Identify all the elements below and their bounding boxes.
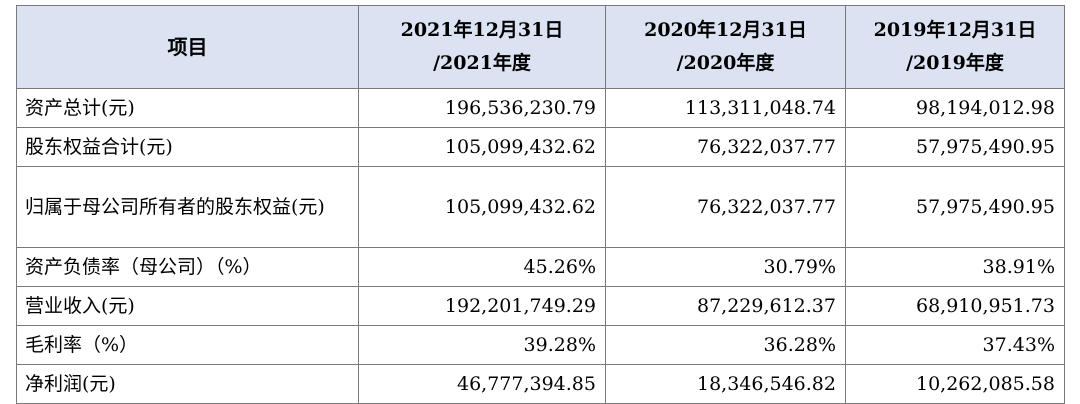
- header-2019: 2019年12月31日 /2019年度: [845, 5, 1065, 89]
- header-2021-date: 2021年12月31日: [400, 19, 564, 41]
- cell-2021: 45.26%: [358, 247, 606, 287]
- header-item: 项目: [16, 5, 359, 89]
- financial-summary-table: 项目 2021年12月31日 /2021年度 2020年12月31日 /2020…: [16, 5, 1065, 404]
- row-label: 资产总计(元): [16, 88, 359, 128]
- cell-2021: 192,201,749.29: [358, 286, 606, 326]
- cell-2019: 68,910,951.73: [845, 286, 1065, 326]
- cell-2020: 87,229,612.37: [605, 286, 846, 326]
- cell-2020: 36.28%: [605, 325, 846, 365]
- table-row: 营业收入(元) 192,201,749.29 87,229,612.37 68,…: [16, 286, 1065, 326]
- table-row: 资产总计(元) 196,536,230.79 113,311,048.74 98…: [16, 88, 1065, 128]
- header-2019-year: /2019年度: [906, 52, 1004, 74]
- header-2021-year: /2021年度: [433, 52, 531, 74]
- table-row: 归属于母公司所有者的股东权益(元) 105,099,432.62 76,322,…: [16, 166, 1065, 248]
- table-header-row: 项目 2021年12月31日 /2021年度 2020年12月31日 /2020…: [16, 5, 1065, 89]
- header-2020-year: /2020年度: [676, 52, 775, 74]
- cell-2021: 105,099,432.62: [358, 127, 606, 167]
- row-label: 营业收入(元): [16, 286, 359, 326]
- cell-2020: 76,322,037.77: [605, 166, 846, 248]
- cell-2021: 46,777,394.85: [358, 364, 606, 404]
- header-2020: 2020年12月31日 /2020年度: [605, 5, 846, 89]
- cell-2021: 105,099,432.62: [358, 166, 606, 248]
- header-2021: 2021年12月31日 /2021年度: [358, 5, 606, 89]
- cell-2019: 57,975,490.95: [845, 166, 1065, 248]
- cell-2021: 196,536,230.79: [358, 88, 606, 128]
- table-row: 毛利率（%） 39.28% 36.28% 37.43%: [16, 325, 1065, 365]
- table-row: 资产负债率（母公司）（%） 45.26% 30.79% 38.91%: [16, 247, 1065, 287]
- cell-2020: 76,322,037.77: [605, 127, 846, 167]
- row-label: 股东权益合计(元): [16, 127, 359, 167]
- cell-2019: 37.43%: [845, 325, 1065, 365]
- table-row: 股东权益合计(元) 105,099,432.62 76,322,037.77 5…: [16, 127, 1065, 167]
- header-2020-date: 2020年12月31日: [644, 19, 807, 41]
- header-item-label: 项目: [167, 34, 208, 59]
- row-label: 归属于母公司所有者的股东权益(元): [16, 166, 359, 248]
- cell-2020: 113,311,048.74: [605, 88, 846, 128]
- row-label: 毛利率（%）: [16, 325, 359, 365]
- financial-table-container: 项目 2021年12月31日 /2021年度 2020年12月31日 /2020…: [16, 5, 1065, 404]
- cell-2021: 39.28%: [358, 325, 606, 365]
- cell-2020: 30.79%: [605, 247, 846, 287]
- cell-2019: 10,262,085.58: [845, 364, 1065, 404]
- header-2019-date: 2019年12月31日: [873, 19, 1037, 41]
- cell-2020: 18,346,546.82: [605, 364, 846, 404]
- row-label: 净利润(元): [16, 364, 359, 404]
- row-label: 资产负债率（母公司）（%）: [16, 247, 359, 287]
- table-row: 净利润(元) 46,777,394.85 18,346,546.82 10,26…: [16, 364, 1065, 404]
- cell-2019: 38.91%: [845, 247, 1065, 287]
- cell-2019: 57,975,490.95: [845, 127, 1065, 167]
- cell-2019: 98,194,012.98: [845, 88, 1065, 128]
